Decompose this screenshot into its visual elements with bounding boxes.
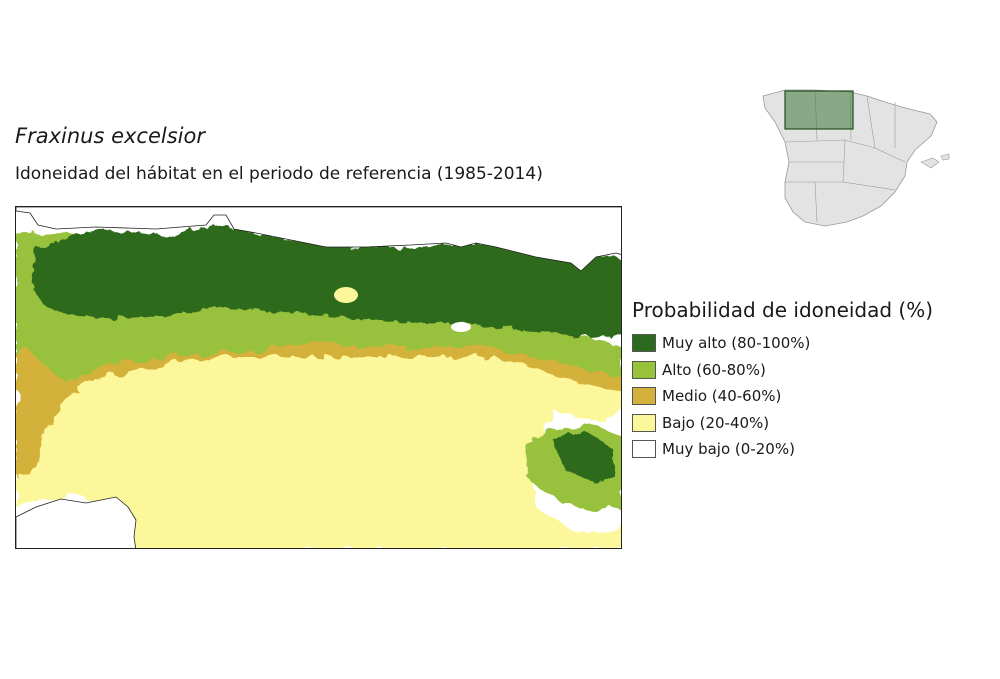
legend-swatch bbox=[632, 440, 656, 459]
zone-very-high bbox=[31, 225, 621, 337]
legend-item-low: Bajo (20-40%) bbox=[632, 410, 933, 437]
legend-label: Muy bajo (0-20%) bbox=[662, 440, 795, 459]
zone-medium bbox=[16, 237, 621, 477]
legend-swatch bbox=[632, 387, 656, 406]
legend-label: Alto (60-80%) bbox=[662, 360, 766, 379]
legend-item-very-high: Muy alto (80-100%) bbox=[632, 330, 933, 357]
legend-label: Muy alto (80-100%) bbox=[662, 334, 811, 353]
study-area-highlight bbox=[784, 90, 854, 130]
legend-item-very-low: Muy bajo (0-20%) bbox=[632, 436, 933, 463]
legend-item-high: Alto (60-80%) bbox=[632, 357, 933, 384]
balearic-islands bbox=[920, 153, 950, 169]
map-subtitle: Idoneidad del hábitat en el periodo de r… bbox=[15, 164, 543, 184]
clearing-2 bbox=[451, 322, 471, 332]
legend: Probabilidad de idoneidad (%) Muy alto (… bbox=[632, 298, 933, 463]
zone-very-high-east bbox=[551, 432, 616, 482]
map-title: Fraxinus excelsior bbox=[15, 124, 205, 148]
legend-swatch bbox=[632, 334, 656, 353]
legend-swatch bbox=[632, 360, 656, 379]
suitability-map bbox=[15, 206, 622, 549]
border-portugal bbox=[16, 496, 137, 548]
legend-label: Medio (40-60%) bbox=[662, 387, 782, 406]
legend-title: Probabilidad de idoneidad (%) bbox=[632, 298, 934, 322]
spain-locator-map bbox=[755, 82, 955, 247]
suitability-map-canvas bbox=[16, 207, 621, 548]
legend-label: Bajo (20-40%) bbox=[662, 413, 770, 432]
legend-item-medium: Medio (40-60%) bbox=[632, 383, 933, 410]
coastline bbox=[16, 207, 621, 272]
legend-swatch bbox=[632, 413, 656, 432]
clearing-1 bbox=[334, 287, 358, 303]
spain-locator-svg bbox=[762, 89, 950, 227]
